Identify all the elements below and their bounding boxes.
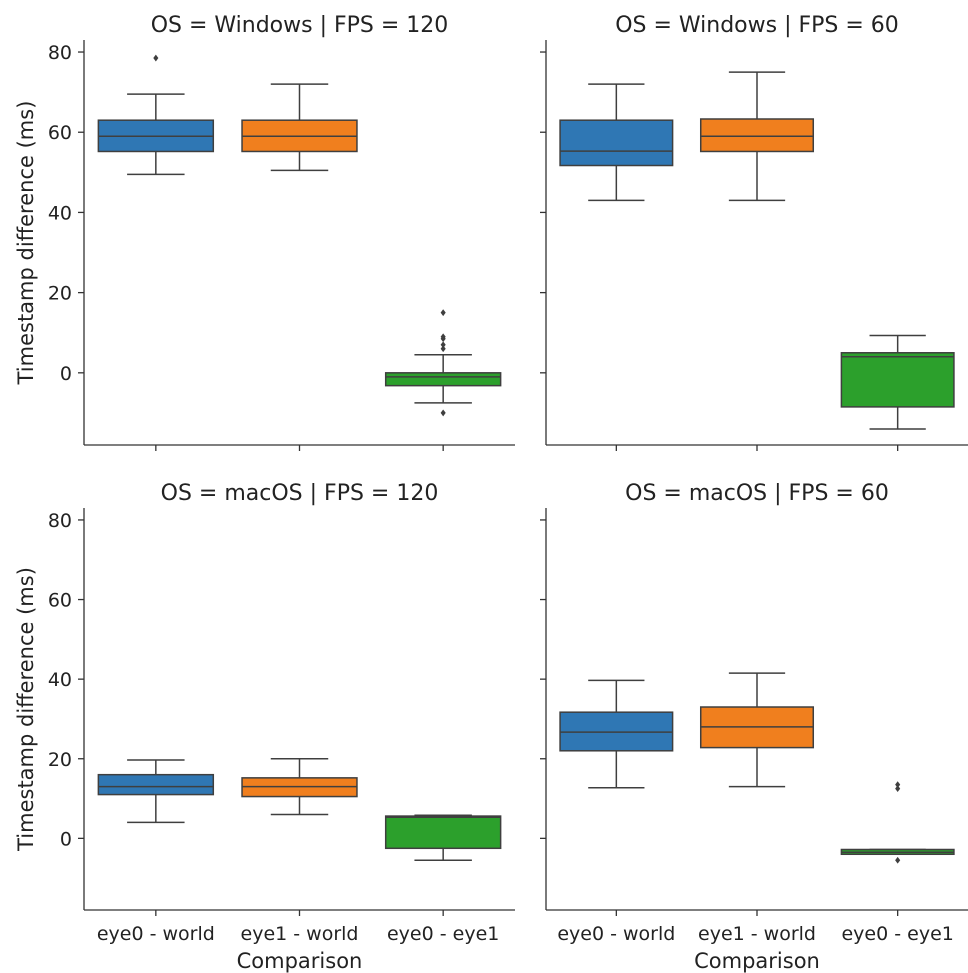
box-iqr — [384, 372, 502, 387]
outlier-point — [153, 54, 159, 62]
y-axis-label: Timestamp difference (ms) — [14, 567, 38, 852]
facet-panel: OS = Windows | FPS = 120 0 20 40 60 80 Timesta… — [14, 13, 515, 451]
outlier-point — [440, 345, 446, 353]
box-3 — [840, 781, 955, 864]
outlier-point — [440, 409, 446, 417]
box-1 — [97, 759, 215, 824]
y-tick-label: 0 — [60, 828, 72, 850]
y-tick-label: 40 — [48, 202, 72, 224]
outlier-point — [440, 341, 446, 349]
y-tick-label: 40 — [48, 669, 72, 691]
box-3 — [384, 309, 502, 417]
facet-panel: OS = macOS | FPS = 120 0 20 40 60 80 eye0 - wo… — [14, 481, 515, 973]
panel-title: OS = Windows | FPS = 120 — [151, 13, 449, 38]
x-tick-label: eye1 - world — [241, 923, 359, 945]
x-axis-label: Comparison — [694, 949, 820, 973]
box-3 — [384, 814, 502, 861]
x-tick-label: eye0 - eye1 — [841, 923, 953, 945]
x-tick-label: eye0 - world — [97, 923, 215, 945]
y-axis-label: Timestamp difference (ms) — [14, 101, 38, 386]
box-iqr — [384, 815, 502, 850]
box-1 — [559, 83, 674, 202]
y-tick-label: 80 — [48, 42, 72, 64]
box-iqr — [840, 352, 955, 408]
y-tick-label: 80 — [48, 510, 72, 532]
y-tick-label: 60 — [48, 122, 72, 144]
box-2 — [241, 758, 358, 816]
facet-panel: OS = macOS | FPS = 60 eye0 - world eye1 - … — [540, 481, 968, 973]
box-iqr — [97, 773, 215, 796]
x-axis-label: Comparison — [237, 949, 363, 973]
box-iqr — [559, 119, 674, 167]
outlier-point — [440, 309, 446, 317]
y-tick-label: 60 — [48, 590, 72, 612]
x-tick-label: eye0 - world — [557, 923, 675, 945]
x-tick-label: eye1 - world — [698, 923, 816, 945]
y-tick-label: 20 — [48, 749, 72, 771]
box-2 — [699, 71, 815, 202]
box-1 — [97, 54, 215, 176]
box-3 — [840, 334, 955, 430]
y-tick-label: 20 — [48, 283, 72, 305]
box-2 — [241, 83, 358, 172]
facet-panel: OS = Windows | FPS = 60 — [540, 13, 968, 451]
x-tick-label: eye0 - eye1 — [387, 923, 499, 945]
panel-title: OS = Windows | FPS = 60 — [615, 13, 899, 38]
box-2 — [699, 672, 815, 788]
box-iqr — [699, 118, 815, 153]
outlier-point — [440, 333, 446, 341]
outlier-point — [895, 785, 901, 793]
y-tick-label: 0 — [60, 363, 72, 385]
outlier-point — [895, 781, 901, 789]
panel-title: OS = macOS | FPS = 60 — [625, 481, 889, 506]
panel-title: OS = macOS | FPS = 120 — [161, 481, 439, 506]
box-1 — [559, 679, 674, 789]
outlier-point — [895, 856, 901, 864]
